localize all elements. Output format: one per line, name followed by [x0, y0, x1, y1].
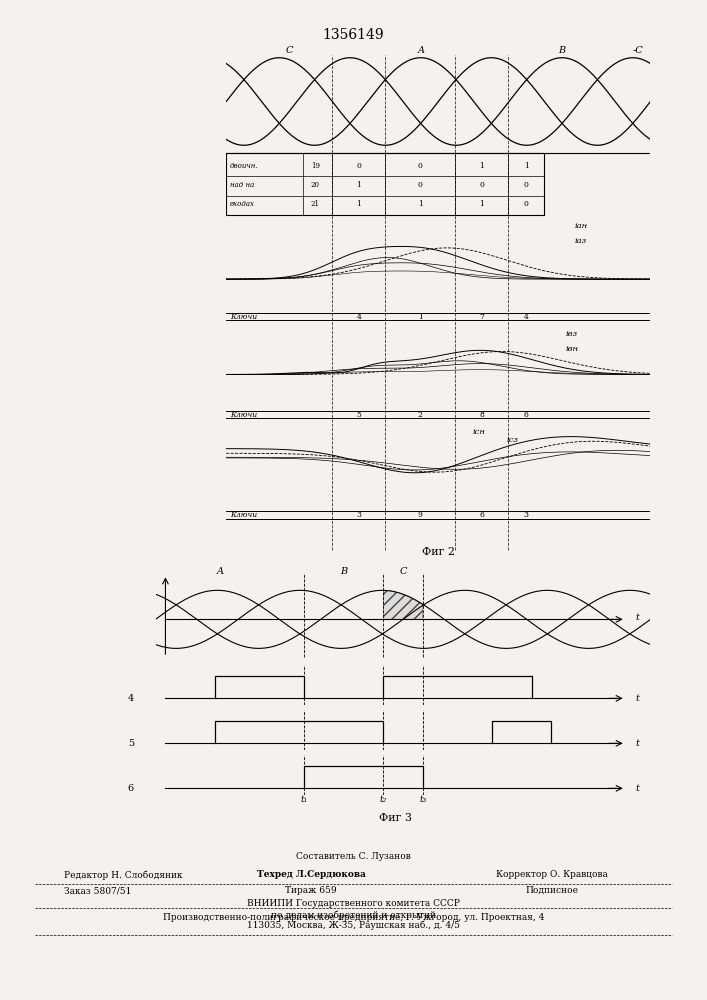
Text: 0: 0 [418, 181, 423, 189]
Bar [226, 153, 544, 215]
Text: t: t [636, 739, 639, 748]
Text: 1: 1 [524, 162, 529, 170]
Text: iвз: iвз [566, 330, 578, 338]
Text: 0: 0 [356, 162, 361, 170]
Text: Составитель С. Лузанов: Составитель С. Лузанов [296, 852, 411, 861]
Text: B: B [558, 46, 565, 55]
Text: Редактор Н. Слободяник: Редактор Н. Слободяник [64, 870, 182, 880]
Text: -C: -C [632, 46, 643, 55]
Text: по делам изобретений и открытий: по делам изобретений и открытий [271, 910, 436, 920]
Text: 19: 19 [311, 162, 320, 170]
Text: t₁: t₁ [300, 795, 308, 804]
Text: 6: 6 [524, 411, 529, 419]
Text: 1: 1 [479, 200, 484, 209]
Text: 8: 8 [479, 411, 484, 419]
Text: 1356149: 1356149 [322, 28, 385, 42]
Text: iсз: iсз [506, 436, 518, 444]
Text: 4: 4 [356, 313, 361, 321]
Text: 7: 7 [479, 313, 484, 321]
Text: 6: 6 [128, 784, 134, 793]
Text: iан: iан [574, 222, 588, 230]
Text: 0: 0 [524, 181, 529, 189]
Text: входах: входах [230, 200, 255, 209]
Text: 0: 0 [418, 162, 423, 170]
Text: Техред Л.Сердюкова: Техред Л.Сердюкова [257, 870, 366, 879]
Text: Ключи: Ключи [230, 313, 257, 321]
Text: 0: 0 [524, 200, 529, 209]
Text: 1: 1 [356, 200, 361, 209]
Text: 0: 0 [479, 181, 484, 189]
Text: 1: 1 [356, 181, 361, 189]
Text: C: C [286, 46, 293, 55]
Text: Заказ 5807/51: Заказ 5807/51 [64, 886, 131, 895]
Text: Подписное: Подписное [525, 886, 578, 895]
Text: Производственно-полиграфическое предприятие, г. Ужгород, ул. Проектная, 4: Производственно-полиграфическое предприя… [163, 913, 544, 922]
Text: t: t [636, 694, 639, 703]
Text: 21: 21 [311, 200, 320, 209]
Text: iаз: iаз [574, 237, 586, 245]
Text: 9: 9 [418, 511, 423, 519]
Text: 1: 1 [418, 200, 423, 209]
Text: B: B [340, 567, 347, 576]
Text: 4: 4 [524, 313, 529, 321]
Text: C: C [399, 567, 407, 576]
Text: 2: 2 [418, 411, 423, 419]
Text: Корректор О. Кравцова: Корректор О. Кравцова [496, 870, 607, 879]
Text: A: A [216, 567, 223, 576]
Text: двоичн.: двоичн. [230, 162, 258, 170]
Text: 3: 3 [356, 511, 361, 519]
Text: iвн: iвн [566, 345, 578, 353]
Text: 5: 5 [128, 739, 134, 748]
Text: 20: 20 [311, 181, 320, 189]
Text: t₂: t₂ [380, 795, 387, 804]
Text: 113035, Москва, Ж-35, Раушская наб., д. 4/5: 113035, Москва, Ж-35, Раушская наб., д. … [247, 921, 460, 930]
Text: 4: 4 [128, 694, 134, 703]
Text: t₃: t₃ [419, 795, 426, 804]
Text: A: A [418, 46, 425, 55]
Text: Ключи: Ключи [230, 411, 257, 419]
Text: Ключи: Ключи [230, 511, 257, 519]
Text: t: t [636, 784, 639, 793]
Text: над на: над на [230, 181, 254, 189]
Text: 6: 6 [479, 511, 484, 519]
Text: Фиг 2: Фиг 2 [422, 547, 455, 557]
Text: iсн: iсн [472, 428, 485, 436]
Text: 1: 1 [418, 313, 423, 321]
Text: Тираж 659: Тираж 659 [285, 886, 337, 895]
Text: Фиг 3: Фиг 3 [380, 813, 412, 823]
Text: t: t [636, 613, 639, 622]
Text: 3: 3 [524, 511, 529, 519]
Text: 5: 5 [356, 411, 361, 419]
Text: 1: 1 [479, 162, 484, 170]
Text: ВНИИПИ Государственного комитета СССР: ВНИИПИ Государственного комитета СССР [247, 899, 460, 908]
